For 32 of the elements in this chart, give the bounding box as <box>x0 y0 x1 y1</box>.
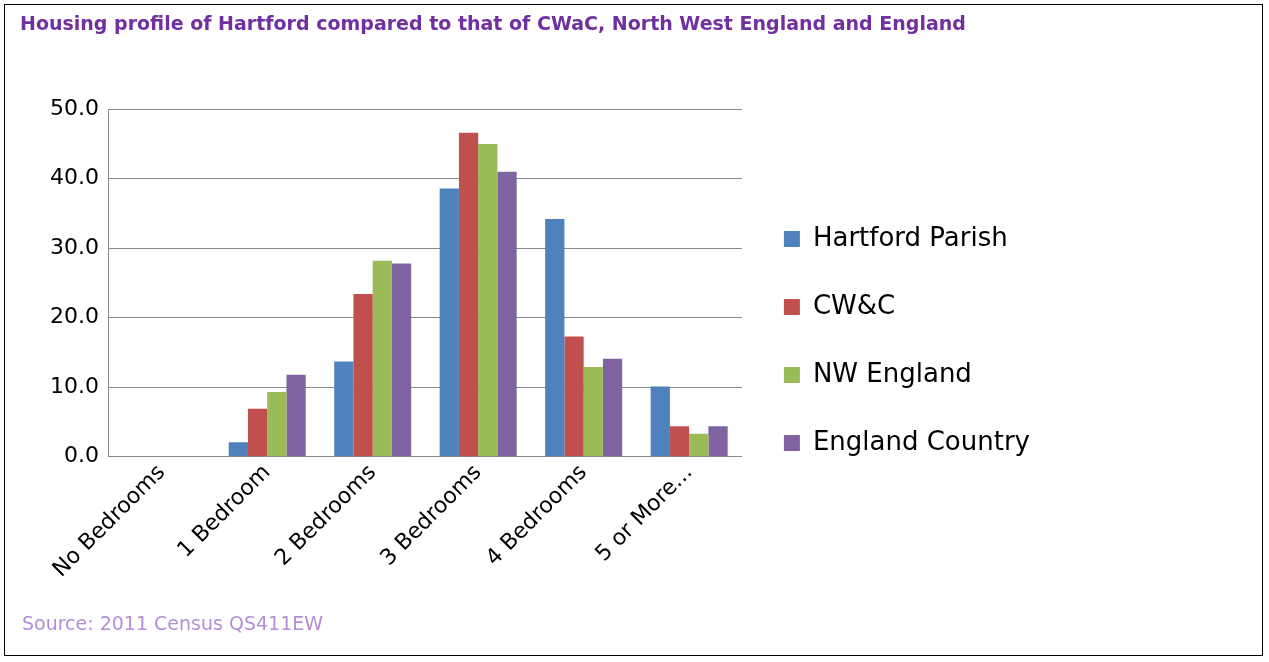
bar <box>564 336 584 457</box>
y-tick-label: 10.0 <box>50 372 99 398</box>
bar <box>286 374 306 457</box>
bar <box>602 358 623 457</box>
source-note: Source: 2011 Census QS411EW <box>22 612 324 634</box>
bar <box>439 188 459 457</box>
bar <box>650 386 670 457</box>
bar <box>458 132 479 457</box>
bar <box>247 408 268 457</box>
y-tick-label: 30.0 <box>50 233 99 259</box>
bar <box>267 392 287 457</box>
legend-label: NW England <box>812 357 972 388</box>
bar <box>689 433 709 457</box>
bar <box>334 361 354 457</box>
bar <box>583 367 603 457</box>
bar <box>228 442 248 457</box>
legend-label: Hartford Parish <box>812 221 1008 252</box>
y-tick-label: 20.0 <box>50 303 99 329</box>
bar <box>372 260 392 457</box>
bar <box>497 171 517 457</box>
chart-title: Housing profile of Hartford compared to that of CWaC, North West England and England <box>20 12 966 34</box>
bar <box>391 263 412 457</box>
bar <box>545 219 565 457</box>
bar <box>478 143 498 457</box>
legend-label: CW&C <box>812 289 896 320</box>
bar <box>669 426 690 457</box>
bar <box>353 294 373 457</box>
y-tick-label: 50.0 <box>50 94 99 120</box>
y-tick-label: 0.0 <box>63 442 99 468</box>
legend-label: England Country <box>812 425 1031 456</box>
y-tick-label: 40.0 <box>50 164 99 190</box>
bar <box>708 426 728 457</box>
